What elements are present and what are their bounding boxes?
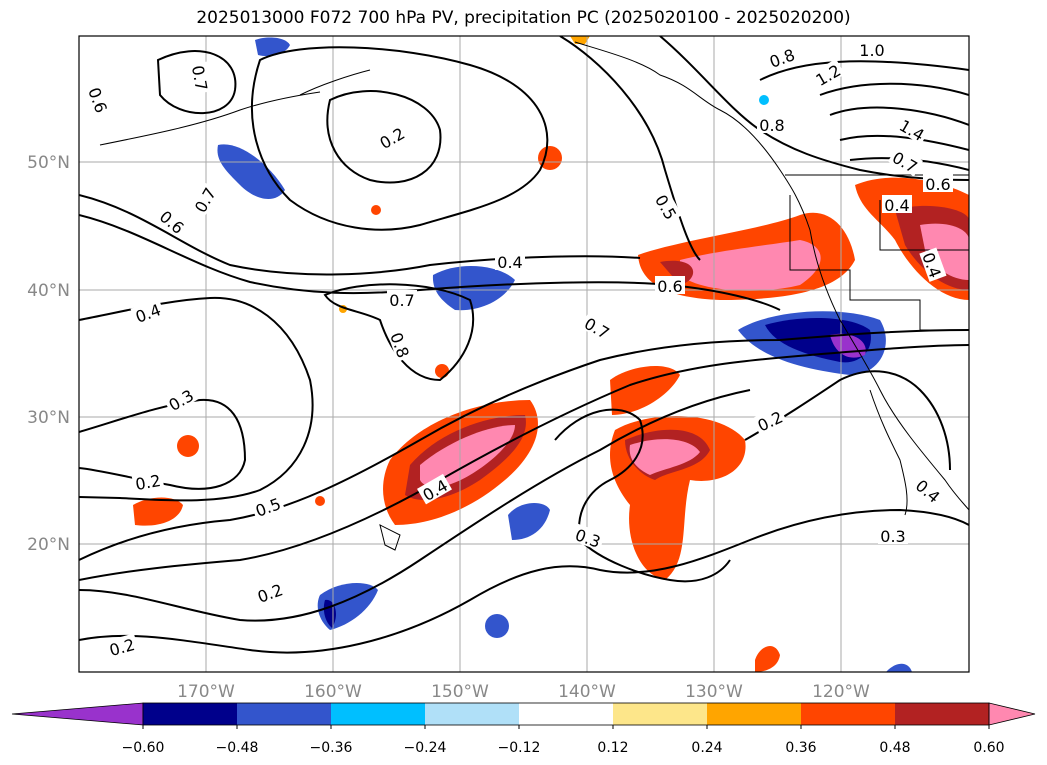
contour-label: 0.7	[389, 291, 414, 310]
colorbar-segment	[143, 703, 237, 725]
colorbar-tick-label: −0.12	[498, 740, 541, 756]
colorbar-tick-label: 0.36	[785, 740, 816, 756]
contour-label: 0.4	[884, 196, 909, 215]
pv-contours	[79, 36, 969, 654]
colorbar-tick-label: −0.60	[122, 740, 165, 756]
colorbar-segment	[801, 703, 895, 725]
longitude-label: 170°W	[177, 682, 235, 702]
colorbar-tick-label: 0.24	[691, 740, 722, 756]
contour-label: 0.8	[759, 116, 784, 135]
map-title: 2025013000 F072 700 hPa PV, precipitatio…	[196, 8, 851, 28]
colorbar-tick-label: 0.12	[597, 740, 628, 756]
colorbar-segment	[613, 703, 707, 725]
longitude-label: 150°W	[431, 682, 489, 702]
latitude-label: 40°N	[27, 281, 70, 301]
colorbar-tick-label: −0.24	[404, 740, 447, 756]
longitude-label: 130°W	[685, 682, 743, 702]
map-frame	[78, 35, 970, 673]
contour-label: 1.0	[859, 41, 884, 60]
longitude-label: 140°W	[558, 682, 616, 702]
colorbar-extend-high	[988, 702, 1036, 726]
contour-label: 0.6	[657, 277, 682, 296]
colorbar-segment	[519, 703, 613, 725]
colorbar-segment	[331, 703, 425, 725]
colorbar-segment	[425, 703, 519, 725]
latitude-label: 30°N	[27, 408, 70, 428]
contour-label: 0.6	[925, 175, 950, 194]
contour-label: 0.4	[497, 253, 522, 272]
latitude-label: 50°N	[27, 153, 70, 173]
colorbar-tick-label: −0.48	[216, 740, 259, 756]
latitude-label: 20°N	[27, 535, 70, 555]
colorbar-segment	[895, 703, 989, 725]
colorbar-extend-low	[11, 702, 144, 726]
contour-label: 0.2	[134, 471, 162, 494]
colorbar-segment	[707, 703, 801, 725]
colorbar-segment	[237, 703, 331, 725]
colorbar-tick-label: 0.48	[879, 740, 910, 756]
latitude-labels: 50°N 40°N 30°N 20°N	[27, 153, 70, 555]
graticule	[79, 36, 969, 672]
longitude-label: 120°W	[812, 682, 870, 702]
colorbar: −0.60 −0.48 −0.36 −0.24 −0.12 0.12 0.24 0.36 0.4…	[11, 702, 1036, 756]
contour-label: 0.3	[880, 527, 905, 546]
colorbar-tick-label: 0.60	[973, 740, 1004, 756]
longitude-labels: 170°W 160°W 150°W 140°W 130°W 120°W	[177, 682, 870, 702]
colorbar-tick-label: −0.36	[310, 740, 353, 756]
contour-label: 0.7	[188, 64, 211, 92]
longitude-label: 160°W	[304, 682, 362, 702]
